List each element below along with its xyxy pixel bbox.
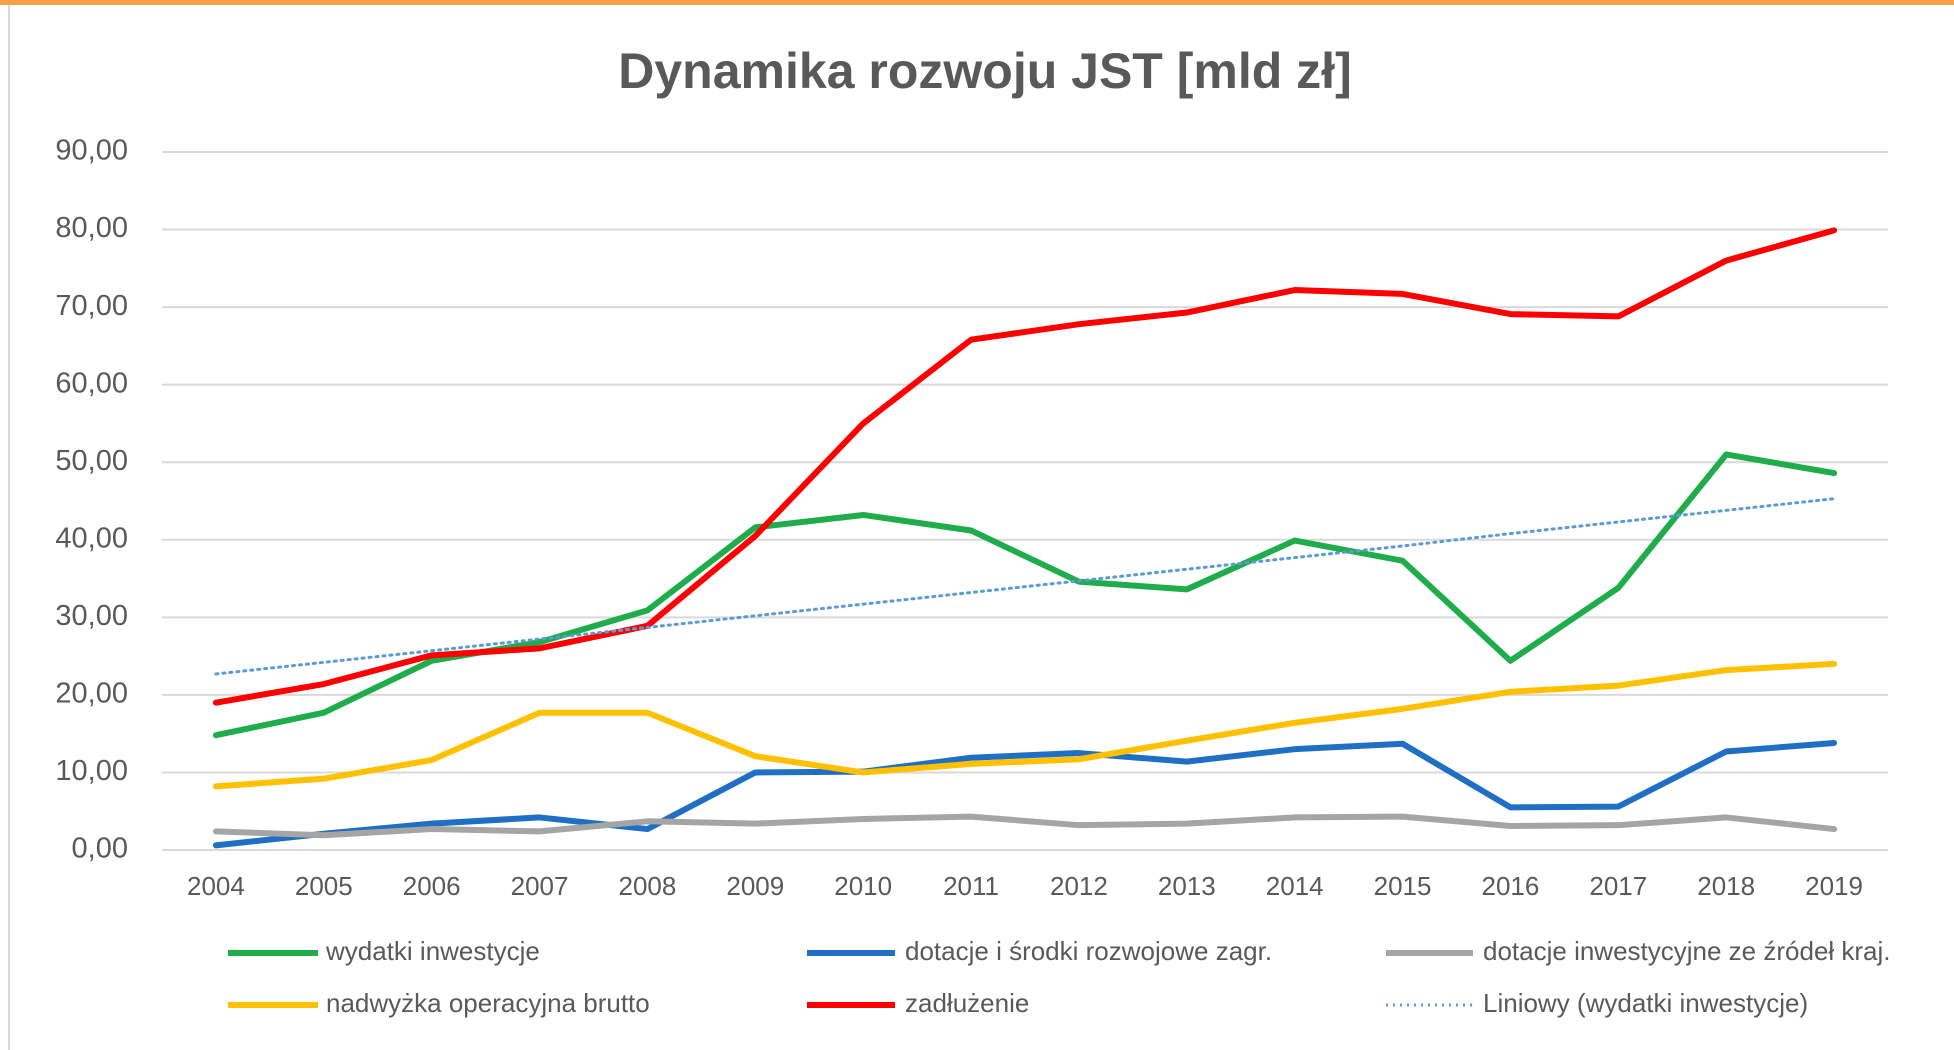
series-line	[212, 227, 1838, 706]
legend-label: nadwyżka operacyjna brutto	[326, 988, 650, 1018]
x-tick-label: 2013	[1158, 871, 1216, 901]
series-line	[212, 813, 1838, 839]
series-line	[212, 451, 1838, 739]
x-tick-label: 2014	[1266, 871, 1324, 901]
series-line	[212, 660, 1838, 790]
y-tick-label: 20,00	[55, 678, 128, 710]
x-tick-label: 2010	[834, 871, 892, 901]
x-tick-label: 2015	[1374, 871, 1432, 901]
x-tick-label: 2004	[187, 871, 245, 901]
x-tick-label: 2006	[403, 871, 461, 901]
y-tick-label: 10,00	[55, 755, 128, 787]
legend-label: dotacje inwestycyjne ze źródeł kraj.	[1483, 936, 1891, 966]
legend-label: wydatki inwestycje	[325, 936, 540, 966]
legend-label: zadłużenie	[905, 988, 1029, 1018]
series-line	[212, 739, 1838, 849]
x-tick-label: 2008	[619, 871, 677, 901]
y-tick-label: 50,00	[55, 445, 128, 477]
y-tick-label: 40,00	[55, 522, 128, 554]
x-tick-label: 2009	[726, 871, 784, 901]
legend-label: dotacje i środki rozwojowe zagr.	[905, 936, 1272, 966]
x-tick-label: 2018	[1697, 871, 1755, 901]
x-tick-label: 2005	[295, 871, 353, 901]
y-tick-label: 70,00	[55, 290, 128, 322]
series-line	[214, 497, 1836, 676]
chart-title: Dynamika rozwoju JST [mld zł]	[618, 43, 1351, 99]
y-tick-label: 90,00	[55, 135, 128, 167]
x-tick-label: 2017	[1589, 871, 1647, 901]
x-tick-label: 2007	[511, 871, 569, 901]
x-tick-label: 2012	[1050, 871, 1108, 901]
legend-label: Liniowy (wydatki inwestycje)	[1483, 988, 1808, 1018]
x-tick-label: 2019	[1805, 871, 1863, 901]
y-tick-label: 60,00	[55, 367, 128, 399]
x-tick-label: 2011	[943, 871, 999, 901]
y-tick-label: 80,00	[55, 212, 128, 244]
top-border	[0, 0, 1954, 5]
x-tick-label: 2016	[1482, 871, 1540, 901]
y-tick-label: 30,00	[55, 600, 128, 632]
y-tick-label: 0,00	[72, 833, 128, 865]
